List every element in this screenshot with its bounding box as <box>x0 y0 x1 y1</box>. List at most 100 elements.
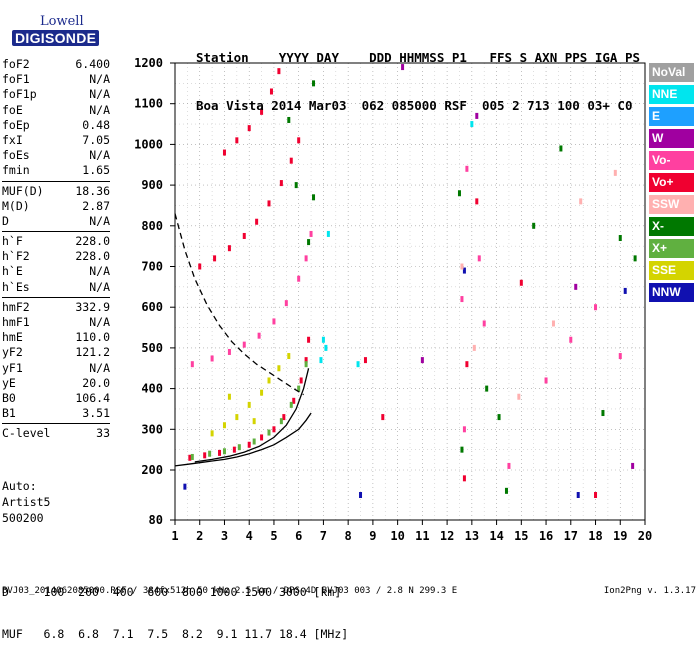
data-point <box>460 446 464 453</box>
auto-program: Artist5 <box>2 495 51 509</box>
legend-item: X- <box>649 217 694 236</box>
data-point <box>299 377 303 384</box>
data-point <box>294 182 298 189</box>
param-label: hmF1 <box>2 315 30 329</box>
x-tick-label: 15 <box>514 529 528 543</box>
data-point <box>198 263 202 270</box>
data-point <box>420 357 424 364</box>
data-point <box>227 393 231 400</box>
data-point <box>618 235 622 242</box>
data-point <box>277 365 281 372</box>
data-point <box>304 357 308 364</box>
data-point <box>242 341 246 348</box>
data-point <box>475 112 479 119</box>
data-point <box>260 434 264 441</box>
data-point <box>210 430 214 437</box>
data-point <box>517 393 521 400</box>
data-point <box>470 121 474 128</box>
legend-item: NNW <box>649 283 694 302</box>
data-point <box>462 426 466 433</box>
param-value: 18.36 <box>75 183 110 198</box>
data-point <box>282 414 286 421</box>
logo-digisonde-text: DIGISONDE <box>12 30 100 46</box>
data-point <box>269 88 273 95</box>
data-point <box>482 320 486 327</box>
param-value: 121.2 <box>75 345 110 360</box>
header-labels: Station YYYY DAY DDD HHMMSS P1 FFS S AXN… <box>196 50 641 65</box>
data-point <box>252 418 256 425</box>
data-point <box>359 492 363 498</box>
y-tick-label: 1000 <box>134 137 163 151</box>
y-tick-label: 800 <box>141 219 163 233</box>
data-point <box>208 450 212 457</box>
data-point <box>297 137 301 144</box>
y-tick-label: 500 <box>141 341 163 355</box>
param-value: 228.0 <box>75 249 110 264</box>
data-point <box>576 492 580 498</box>
data-point <box>260 108 264 115</box>
param-label: foF1 <box>2 72 30 87</box>
param-row: hmF1 N/A <box>2 315 110 330</box>
data-point <box>460 263 464 270</box>
param-row: foEs N/A <box>2 148 110 163</box>
plot-curves <box>174 213 312 467</box>
x-tick-label: 20 <box>638 529 652 543</box>
data-point <box>188 454 192 461</box>
x-tick-label: 10 <box>390 529 404 543</box>
data-point <box>190 453 194 460</box>
param-row: MUF(D) 18.36 <box>2 184 110 199</box>
param-row: foE N/A <box>2 103 110 118</box>
x-tick-label: 18 <box>588 529 602 543</box>
param-label: foEp <box>2 117 30 132</box>
data-point <box>203 452 207 459</box>
data-point <box>190 361 194 368</box>
param-label: D <box>2 213 9 228</box>
data-point <box>304 361 308 368</box>
data-point <box>594 492 598 498</box>
param-row: yF2 121.2 <box>2 345 110 360</box>
trace-fit-curve <box>174 412 312 467</box>
station-header: Station YYYY DAY DDD HHMMSS P1 FFS S AXN… <box>196 18 640 130</box>
x-tick-label: 12 <box>440 529 454 543</box>
data-point <box>613 169 617 176</box>
param-value: 33 <box>96 426 110 441</box>
software-version: Ion2Png v. 1.3.17 <box>603 586 696 596</box>
param-value: 0.48 <box>82 117 110 132</box>
param-value: 6.400 <box>75 57 110 71</box>
data-point <box>227 348 231 355</box>
legend-item: E <box>649 107 694 126</box>
param-row: foF2 6.400 <box>2 57 110 72</box>
data-point <box>532 222 536 229</box>
data-point <box>289 401 293 408</box>
data-point <box>297 385 301 392</box>
param-row: h`Es N/A <box>2 280 110 295</box>
param-row: C-level 33 <box>2 426 110 441</box>
param-value: 110.0 <box>75 330 110 345</box>
data-point <box>465 361 469 368</box>
data-point <box>551 320 555 327</box>
data-point <box>277 68 281 75</box>
data-point <box>460 296 464 303</box>
data-point <box>304 255 308 262</box>
lowell-digisonde-logo: Lowell DIGISONDE <box>4 6 100 46</box>
plot-marks <box>183 64 637 498</box>
plot-frame <box>174 62 646 521</box>
scaled-parameters-panel: foF2 6.400 foF1 N/A foF1p N/A foE N/A foEp 0.48 fx… <box>2 57 110 442</box>
data-point <box>272 426 276 433</box>
data-point <box>574 283 578 290</box>
data-point <box>247 441 251 448</box>
y-tick-label: 200 <box>141 463 163 477</box>
param-row: B0 106.4 <box>2 391 110 406</box>
x-tick-label: 8 <box>345 529 352 543</box>
x-tick-label: 1 <box>171 529 178 543</box>
data-point <box>292 397 296 404</box>
param-row: foEp 0.48 <box>2 118 110 133</box>
param-label: B0 <box>2 390 16 405</box>
y-tick-label: 1200 <box>134 56 163 70</box>
y-tick-label: 700 <box>141 260 163 274</box>
trace-fit-curve <box>194 368 310 463</box>
param-label: M(D) <box>2 198 30 213</box>
param-value: N/A <box>89 87 110 102</box>
muf-distance-table: D 100 200 400 600 800 1000 1500 3000 [km… <box>2 557 348 655</box>
data-point <box>247 125 251 132</box>
